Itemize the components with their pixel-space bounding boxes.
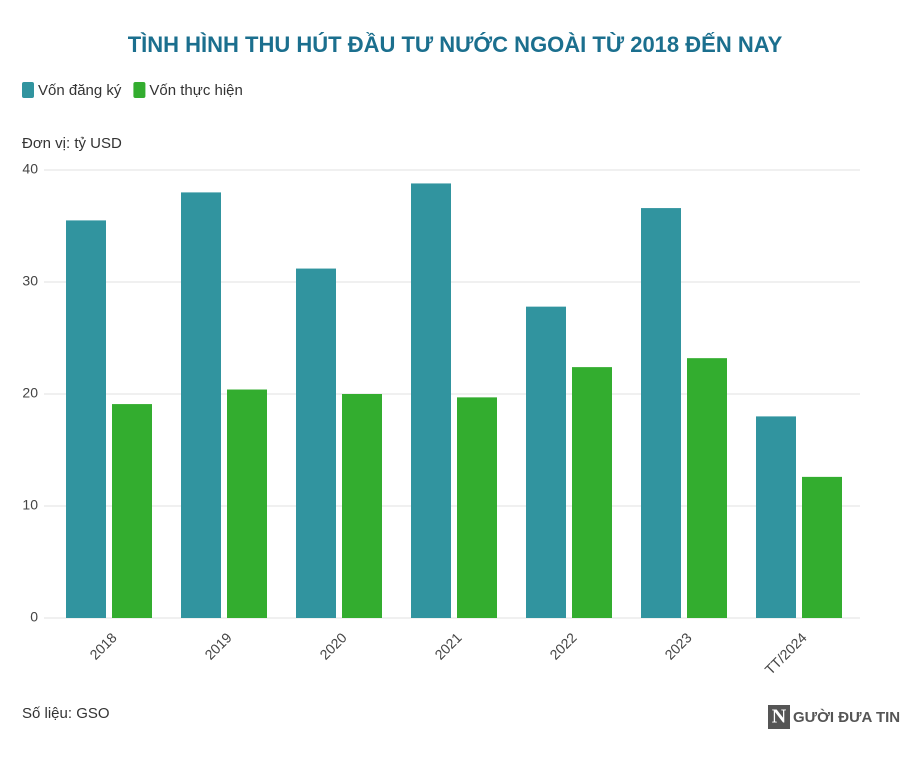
y-tick-label: 40 [22, 161, 38, 177]
logo-text: GƯỜI ĐƯA TIN [793, 708, 900, 726]
bar [342, 394, 382, 618]
y-tick-label: 20 [22, 385, 38, 401]
unit-label: Đơn vị: tỷ USD [22, 135, 122, 152]
bar [181, 192, 221, 618]
legend-swatch [133, 82, 146, 98]
x-tick-label: 2023 [661, 629, 694, 662]
bar [227, 389, 267, 618]
x-tick-label: 2019 [201, 629, 234, 662]
logo-box [768, 705, 790, 729]
bar [112, 404, 152, 618]
x-tick-label: 2020 [316, 629, 349, 662]
bar [572, 367, 612, 618]
y-tick-label: 0 [30, 609, 38, 625]
bar [756, 416, 796, 618]
bar [687, 358, 727, 618]
bar [457, 397, 497, 618]
x-tick-label: TT/2024 [762, 629, 810, 677]
bar [296, 268, 336, 618]
bar [802, 476, 842, 618]
legend-label: Vốn đăng ký [38, 82, 122, 99]
legend-swatch [22, 82, 34, 98]
legend-label: Vốn thực hiện [149, 82, 242, 99]
x-tick-label: 2021 [431, 629, 464, 662]
logo-initial: N [772, 706, 787, 728]
y-tick-label: 10 [22, 497, 38, 513]
bar [641, 208, 681, 618]
x-tick-label: 2018 [86, 629, 119, 662]
bar [526, 306, 566, 618]
chart-title: TÌNH HÌNH THU HÚT ĐẦU TƯ NƯỚC NGOÀI TỪ 2… [128, 32, 783, 57]
source: Số liệu: GSO [22, 705, 110, 722]
x-tick-label: 2022 [546, 629, 579, 662]
bar [411, 183, 451, 618]
y-tick-label: 30 [22, 273, 38, 289]
bar [66, 220, 106, 618]
